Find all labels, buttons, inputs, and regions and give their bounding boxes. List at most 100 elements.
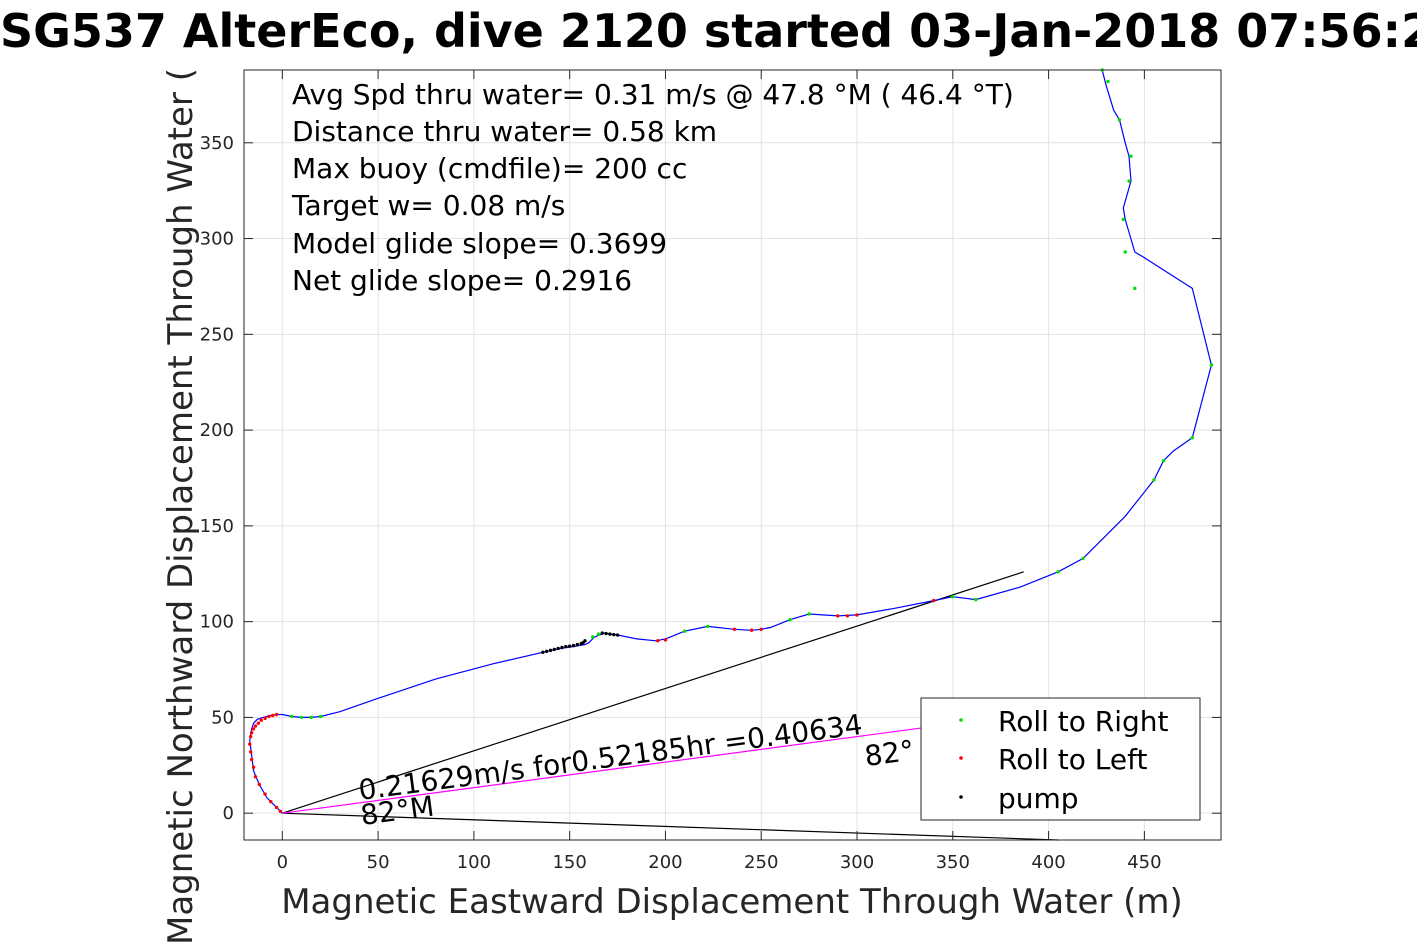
legend-marker-roll-left [959,756,963,760]
x-tick-label: 450 [1127,852,1161,873]
annotation-target-w: Target w= 0.08 m/s [291,189,565,222]
roll-right-point [1081,556,1085,561]
roll-left-point [249,750,253,754]
roll-left-point [749,628,754,632]
roll-right-point [1133,286,1137,291]
roll-right-point [1106,79,1110,84]
pump-point [612,632,616,637]
roll-left-point [656,639,660,643]
roll-right-point [1190,436,1194,440]
roll-right-point [1127,179,1131,183]
plot-frame [243,69,1222,841]
pump-point [548,648,553,653]
pump-point [541,650,545,654]
roll-right-point [1056,570,1060,574]
roll-right-point [596,632,601,636]
roll-left-point [855,613,859,617]
y-tick-label: 350 [200,133,234,154]
annotation-avg-speed: Avg Spd thru water= 0.31 m/s @ 47.8 °M (… [292,78,1014,111]
roll-left-point [271,713,275,718]
roll-left-point [263,716,267,721]
roll-right-point [290,714,294,719]
bearing-label-end: 82° [863,734,917,773]
pump-point [583,639,587,643]
roll-left-point [836,614,840,618]
legend: Roll to Right Roll to Left pump [920,697,1201,821]
y-tick-label: 150 [200,516,234,537]
roll-right-point [951,595,955,599]
roll-left-point [278,809,283,813]
x-axis-label: Magnetic Eastward Displacement Through W… [281,882,1183,922]
x-tick-label: 350 [936,852,970,873]
legend-label-roll-right: Roll to Right [998,705,1169,738]
x-tick-label: 0 [277,852,288,873]
roll-left-point [759,627,763,632]
roll-left-point [248,742,252,746]
roll-right-point [682,629,687,633]
roll-left-point [267,714,271,719]
annotation-model-glide: Model glide slope= 0.3699 [292,227,667,260]
annotation-block: Avg Spd thru water= 0.31 m/s @ 47.8 °M (… [291,78,1014,297]
pump-point [552,647,557,652]
y-tick-label: 0 [223,803,234,824]
roll-right-point [309,715,313,720]
x-tick-label: 300 [840,852,874,873]
roll-left-point [274,805,279,810]
y-tick-label: 250 [200,324,234,345]
pump-point [567,644,572,648]
roll-right-point [1123,250,1127,254]
pump-point [556,646,560,651]
roll-left-point [251,765,256,769]
x-tick-label: 150 [552,852,586,873]
roll-left-point [253,724,258,728]
annotation-max-buoy: Max buoy (cmdfile)= 200 cc [292,152,687,185]
x-tick-label: 400 [1031,852,1065,873]
pump-point [604,631,608,636]
roll-right-point [788,618,792,622]
roll-right-point [1121,217,1126,222]
roll-left-point [249,731,254,735]
roll-right-point [807,612,811,616]
x-tick-label: 100 [457,852,491,873]
roll-left-point [257,782,262,787]
pump-point [560,645,564,650]
axis-ticks: 0 50 100 150 200 250 300 350 400 450 0 50 100 150 200 2… [200,70,1221,873]
roll-right-point [1209,363,1214,367]
pump-point [600,631,604,635]
y-tick-label: 50 [211,707,234,728]
y-axis-label: Magnetic Northward Displacement Through … [161,68,201,945]
x-tick-label: 50 [367,852,390,873]
roll-left-point [274,712,279,717]
pump-point [608,632,612,636]
pump-point [564,644,568,649]
roll-left-point [931,598,936,603]
legend-marker-pump [959,795,963,799]
legend-label-roll-left: Roll to Left [998,743,1147,776]
chart-title: SG537 AlterEco, dive 2120 started 03-Jan… [0,4,1417,58]
roll-left-point [249,757,254,762]
roll-right-point [318,714,323,719]
roll-left-point [259,718,263,722]
roll-left-point [256,721,261,725]
roll-right-point [1117,118,1122,122]
roll-right-point [299,715,304,720]
roll-right-point [590,635,595,639]
roll-right-point [705,624,710,629]
pump-point [544,649,549,654]
x-tick-label: 250 [744,852,778,873]
roll-left-point [732,627,737,632]
roll-left-point [663,638,668,642]
pump-point [575,642,580,647]
reference-line [282,812,1059,841]
reference-line [282,571,1024,814]
pump-point [615,633,620,637]
legend-label-pump: pump [998,782,1079,815]
roll-left-point [251,727,256,731]
annotation-net-glide: Net glide slope= 0.2916 [292,264,632,297]
roll-right-point [1129,154,1133,158]
roll-left-point [845,614,850,618]
point-markers [248,68,1214,813]
y-tick-label: 100 [200,612,234,633]
y-tick-label: 300 [200,229,234,250]
